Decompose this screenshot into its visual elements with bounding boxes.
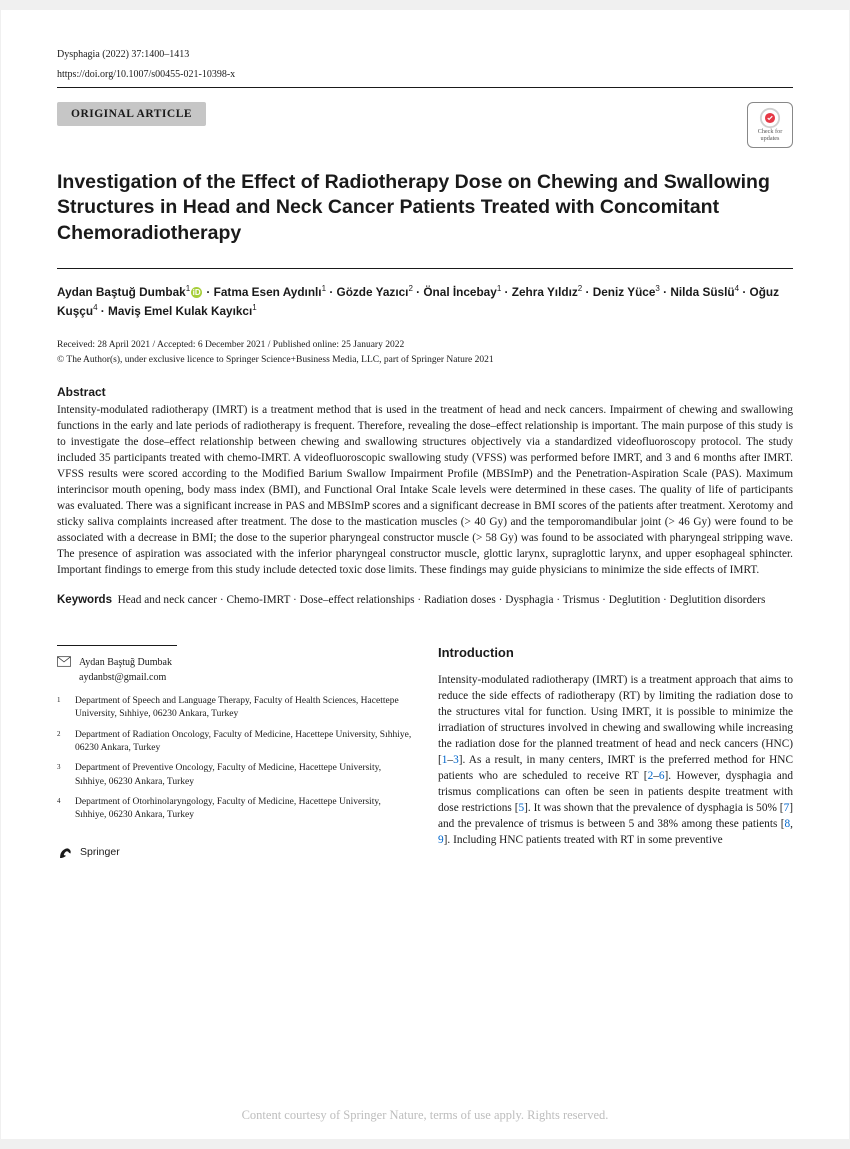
check-for-updates-badge[interactable]: Check for updates [747, 102, 793, 148]
corr-email: aydanbst@gmail.com [79, 671, 172, 686]
doi-link[interactable]: https://doi.org/10.1007/s00455-021-10398… [57, 69, 235, 80]
publisher-logo: Springer [57, 843, 412, 861]
author: Önal İncebay [423, 285, 496, 299]
author-list: Aydan Baştuğ Dumbak1iD · Fatma Esen Aydı… [57, 283, 793, 321]
footer-rights-note: Content courtesy of Springer Nature, ter… [1, 1108, 849, 1123]
affiliation: 1Department of Speech and Language Thera… [57, 695, 412, 722]
abstract-heading: Abstract [57, 385, 793, 399]
author: Fatma Esen Aydınlı [214, 285, 322, 299]
header-divider [57, 87, 793, 88]
title-divider [57, 268, 793, 269]
keywords-block: Keywords Head and neck cancer · Chemo-IM… [57, 592, 793, 609]
author: Zehra Yıldız [512, 285, 578, 299]
article-page: Dysphagia (2022) 37:1400–1413 https://do… [1, 10, 849, 1139]
right-column: Introduction Intensity-modulated radioth… [438, 645, 793, 861]
keywords-text: Head and neck cancer · Chemo-IMRT · Dose… [118, 594, 766, 606]
crossmark-icon [759, 107, 781, 129]
author: Nilda Süslü [670, 285, 734, 299]
corresponding-author: Aydan Baştuğ Dumbak aydanbst@gmail.com [57, 656, 412, 685]
affiliation: 2Department of Radiation Oncology, Facul… [57, 729, 412, 756]
abstract-text: Intensity-modulated radiotherapy (IMRT) … [57, 402, 793, 578]
journal-reference: Dysphagia (2022) 37:1400–1413 [57, 48, 793, 62]
publication-dates: Received: 28 April 2021 / Accepted: 6 De… [57, 339, 793, 352]
keywords-label: Keywords [57, 594, 112, 606]
author: Maviş Emel Kulak Kayıkcı [108, 304, 252, 318]
introduction-text: Intensity-modulated radiotherapy (IMRT) … [438, 672, 793, 848]
author: Aydan Baştuğ Dumbak [57, 285, 186, 299]
article-category-badge: ORIGINAL ARTICLE [57, 102, 206, 126]
correspondence-divider [57, 645, 177, 646]
author: Deniz Yüce [593, 285, 656, 299]
article-title: Investigation of the Effect of Radiother… [57, 170, 793, 246]
introduction-heading: Introduction [438, 645, 793, 660]
copyright-notice: © The Author(s), under exclusive licence… [57, 355, 793, 365]
envelope-icon [57, 656, 71, 685]
orcid-icon[interactable]: iD [191, 287, 202, 298]
affiliation: 4Department of Otorhinolaryngology, Facu… [57, 796, 412, 823]
corr-name: Aydan Baştuğ Dumbak [79, 656, 172, 671]
springer-horse-icon [57, 843, 75, 861]
affiliation: 3Department of Preventive Oncology, Facu… [57, 762, 412, 789]
author: Gözde Yazıcı [337, 285, 409, 299]
left-column: Aydan Baştuğ Dumbak aydanbst@gmail.com 1… [57, 645, 412, 861]
